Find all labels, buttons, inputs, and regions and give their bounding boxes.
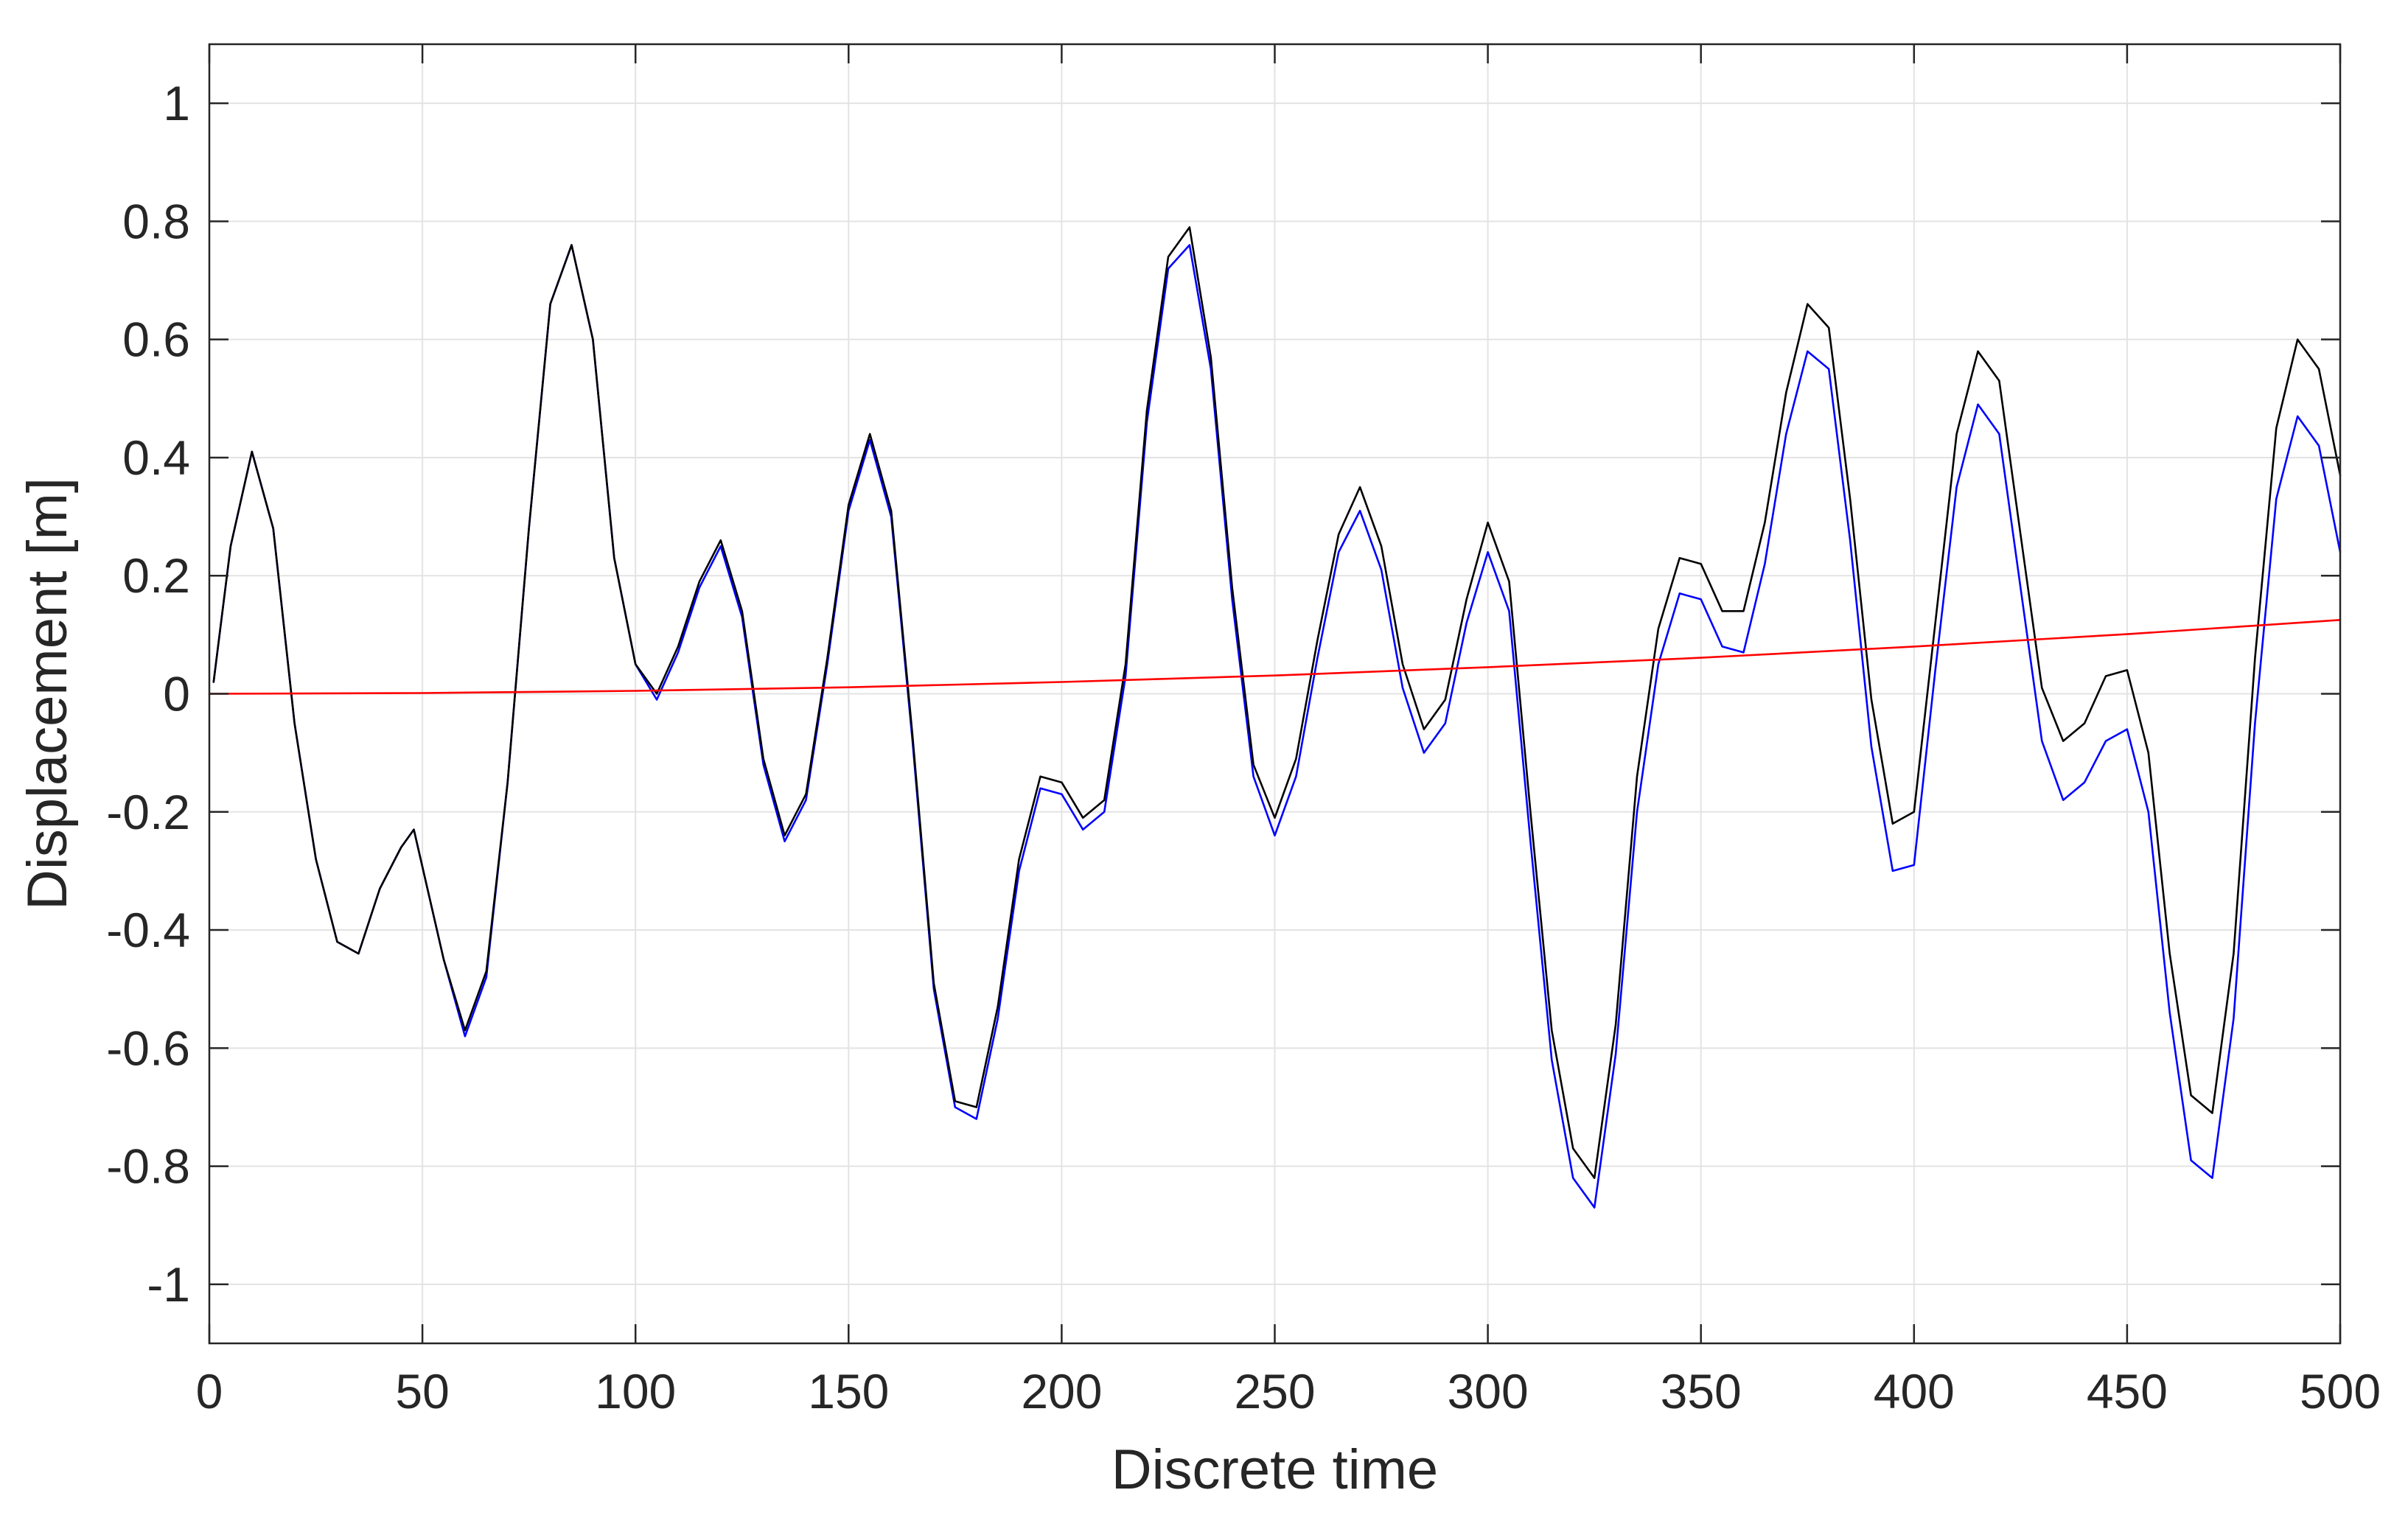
y-tick-label: -0.2 [106, 785, 190, 839]
x-tick-label: 300 [1448, 1364, 1529, 1419]
x-tick-label: 350 [1661, 1364, 1742, 1419]
y-tick-label: 0 [163, 667, 190, 721]
x-tick-label: 200 [1021, 1364, 1102, 1419]
x-tick-label: 400 [1874, 1364, 1955, 1419]
y-tick-label: -0.6 [106, 1021, 190, 1075]
tick-marks [208, 44, 2342, 1343]
y-tick-label: 0.4 [122, 430, 190, 485]
series-line-1 [212, 244, 2342, 1209]
x-tick-label: 500 [2300, 1364, 2381, 1419]
series-lines [208, 226, 2342, 1209]
y-tick-label: -1 [147, 1257, 190, 1312]
series-line-3 [208, 618, 2342, 695]
y-tick-label: 1 [163, 76, 190, 130]
y-tick-label: -0.4 [106, 903, 190, 957]
y-tick-label: -0.8 [106, 1139, 190, 1194]
grid-lines [209, 44, 2341, 1343]
series-line-2 [212, 226, 2342, 1179]
x-tick-label: 150 [808, 1364, 889, 1419]
x-tick-labels: 0 50 100 150 200 250 300 350 400 450 500 [196, 1364, 2381, 1419]
x-tick-label: 250 [1234, 1364, 1315, 1419]
x-tick-label: 100 [595, 1364, 676, 1419]
x-axis-label: Discrete time [1111, 1438, 1438, 1501]
x-tick-label: 50 [395, 1364, 449, 1419]
x-tick-label: 0 [196, 1364, 223, 1419]
y-tick-label: 0.8 [122, 194, 190, 248]
y-tick-labels: -1 -0.8 -0.6 -0.4 -0.2 0 0.2 0.4 0.6 0.8 1 [106, 76, 190, 1312]
y-tick-label: 0.2 [122, 548, 190, 603]
y-axis-label: Displacement [m] [16, 478, 79, 910]
x-tick-label: 450 [2087, 1364, 2168, 1419]
y-tick-label: 0.6 [122, 312, 190, 367]
